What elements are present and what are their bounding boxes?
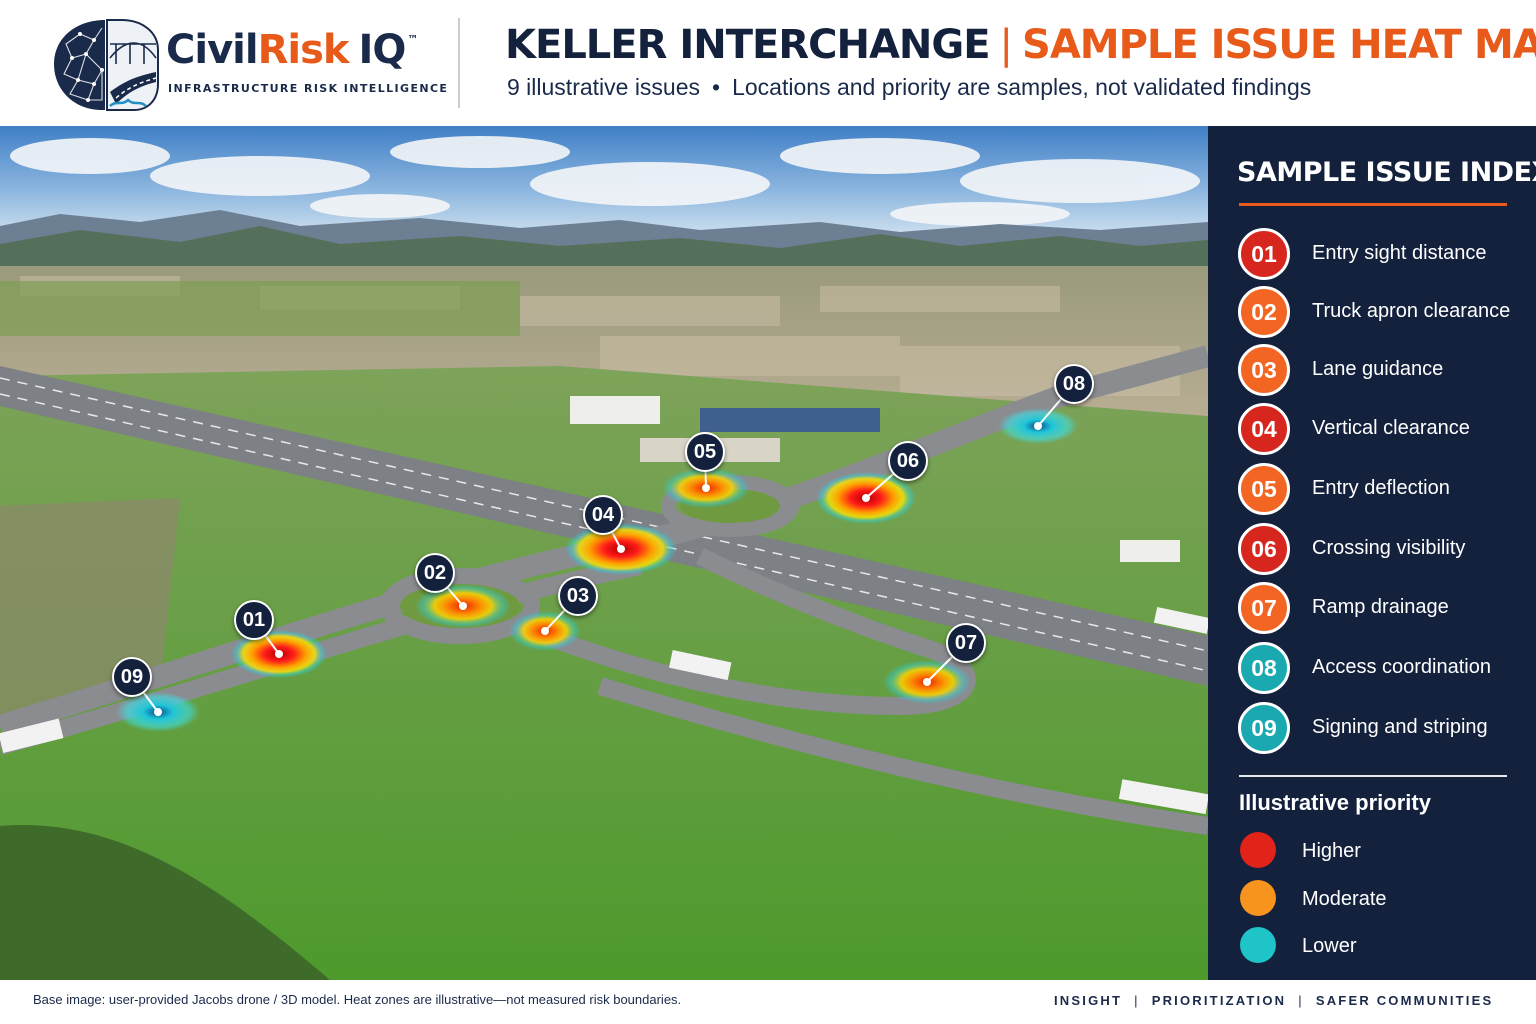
issue-item-02[interactable]: 02 Truck apron clearance — [1238, 286, 1533, 338]
issue-label: Signing and striping — [1312, 716, 1488, 738]
priority-label: Lower — [1302, 935, 1357, 957]
map-marker-01[interactable]: 01 — [234, 600, 274, 640]
map-marker-08[interactable]: 08 — [1054, 364, 1094, 404]
issue-badge: 03 — [1238, 344, 1290, 396]
footer-separator: | — [1134, 993, 1140, 1008]
footer: Base image: user-provided Jacobs drone /… — [0, 980, 1536, 1024]
title-accent: SAMPLE ISSUE HEAT MAP — [1022, 22, 1536, 68]
issue-badge: 01 — [1238, 228, 1290, 280]
footer-tags: INSIGHT | PRIORITIZATION | SAFER COMMUNITIES — [1054, 993, 1493, 1008]
issue-item-04[interactable]: 04 Vertical clearance — [1238, 403, 1533, 455]
footer-separator: | — [1298, 993, 1304, 1008]
legend-item-moderate: Moderate — [1240, 880, 1500, 916]
issue-badge: 05 — [1238, 463, 1290, 515]
legend-item-lower: Lower — [1240, 927, 1500, 963]
header-divider — [458, 18, 460, 108]
issue-item-07[interactable]: 07 Ramp drainage — [1238, 582, 1533, 634]
heat-zone-center — [617, 545, 625, 553]
issue-badge: 06 — [1238, 523, 1290, 575]
heat-zone-layer — [116, 383, 1078, 732]
brand-trademark: ™ — [407, 33, 418, 46]
heat-zone-center — [923, 678, 931, 686]
priority-legend-title: Illustrative priority — [1239, 790, 1431, 815]
issue-label: Vertical clearance — [1312, 417, 1470, 439]
issue-item-06[interactable]: 06 Crossing visibility — [1238, 523, 1533, 575]
heat-zone-center — [275, 650, 283, 658]
map-marker-06[interactable]: 06 — [888, 441, 928, 481]
brand-civil: Civil — [166, 27, 259, 73]
heat-zone-center — [1034, 422, 1042, 430]
heat-zone-center — [702, 484, 710, 492]
issue-index-title: SAMPLE ISSUE INDEX — [1237, 157, 1536, 188]
priority-label: Moderate — [1302, 888, 1387, 910]
issue-label: Access coordination — [1312, 656, 1491, 678]
issue-item-05[interactable]: 05 Entry deflection — [1238, 463, 1533, 515]
title-separator: | — [999, 22, 1014, 68]
subtitle-bullet: • — [712, 74, 721, 100]
issue-label: Ramp drainage — [1312, 596, 1449, 618]
legend-divider — [1239, 775, 1507, 777]
priority-swatch — [1240, 927, 1276, 963]
footer-tag-prioritization: PRIORITIZATION — [1151, 993, 1287, 1008]
heat-zone-center — [541, 627, 549, 635]
heat-zone-center — [459, 602, 467, 610]
footer-tag-safer-communities: SAFER COMMUNITIES — [1315, 993, 1494, 1008]
brand-iq: IQ — [358, 27, 406, 73]
priority-label: Higher — [1302, 840, 1361, 862]
issue-label: Truck apron clearance — [1312, 300, 1511, 322]
issue-badge: 02 — [1238, 286, 1290, 338]
priority-swatch — [1240, 880, 1276, 916]
brand-tagline: INFRASTRUCTURE RISK INTELLIGENCE — [168, 82, 449, 95]
priority-swatch — [1240, 832, 1276, 868]
issue-label: Entry deflection — [1312, 477, 1450, 499]
header: CivilRisk IQ ™ INFRASTRUCTURE RISK INTELLI… — [0, 0, 1536, 126]
aerial-map[interactable]: 01 02 03 04 05 06 07 08 09 — [0, 126, 1208, 980]
page-title: KELLER INTERCHANGE | SAMPLE ISSUE HEAT MAP — [505, 22, 1536, 68]
subtitle-count: 9 illustrative issues — [507, 74, 701, 100]
issue-badge: 08 — [1238, 642, 1290, 694]
footer-note: Base image: user-provided Jacobs drone /… — [33, 992, 682, 1007]
map-marker-09[interactable]: 09 — [112, 657, 152, 697]
issue-label: Lane guidance — [1312, 358, 1444, 380]
legend-item-higher: Higher — [1240, 832, 1500, 868]
issue-badge: 07 — [1238, 582, 1290, 634]
issue-label: Crossing visibility — [1312, 537, 1466, 559]
title-main: KELLER INTERCHANGE — [505, 22, 991, 68]
issue-label: Entry sight distance — [1312, 242, 1487, 264]
subtitle-note: Locations and priority are samples, not … — [732, 74, 1312, 100]
heat-zone-center — [862, 494, 870, 502]
issue-item-08[interactable]: 08 Access coordination — [1238, 642, 1533, 694]
issue-index-panel: SAMPLE ISSUE INDEX 01 Entry sight distan… — [1208, 126, 1536, 980]
map-marker-07[interactable]: 07 — [946, 623, 986, 663]
issue-item-03[interactable]: 03 Lane guidance — [1238, 344, 1533, 396]
title-underline — [1239, 203, 1507, 206]
page-subtitle: 9 illustrative issues • Locations and prio… — [507, 74, 1311, 101]
issue-item-01[interactable]: 01 Entry sight distance — [1238, 228, 1533, 280]
brand-risk: Risk — [257, 27, 350, 73]
brain-road-logo-icon — [54, 19, 159, 111]
map-marker-04[interactable]: 04 — [583, 495, 623, 535]
issue-item-09[interactable]: 09 Signing and striping — [1238, 702, 1533, 754]
map-marker-02[interactable]: 02 — [415, 553, 455, 593]
footer-tag-insight: INSIGHT — [1054, 993, 1123, 1008]
heat-zone-center — [154, 708, 162, 716]
brand-wordmark: CivilRisk IQ ™ — [166, 27, 418, 73]
map-marker-03[interactable]: 03 — [558, 576, 598, 616]
issue-badge: 04 — [1238, 403, 1290, 455]
issue-badge: 09 — [1238, 702, 1290, 754]
map-marker-05[interactable]: 05 — [685, 432, 725, 472]
aerial-photo — [0, 126, 1208, 980]
